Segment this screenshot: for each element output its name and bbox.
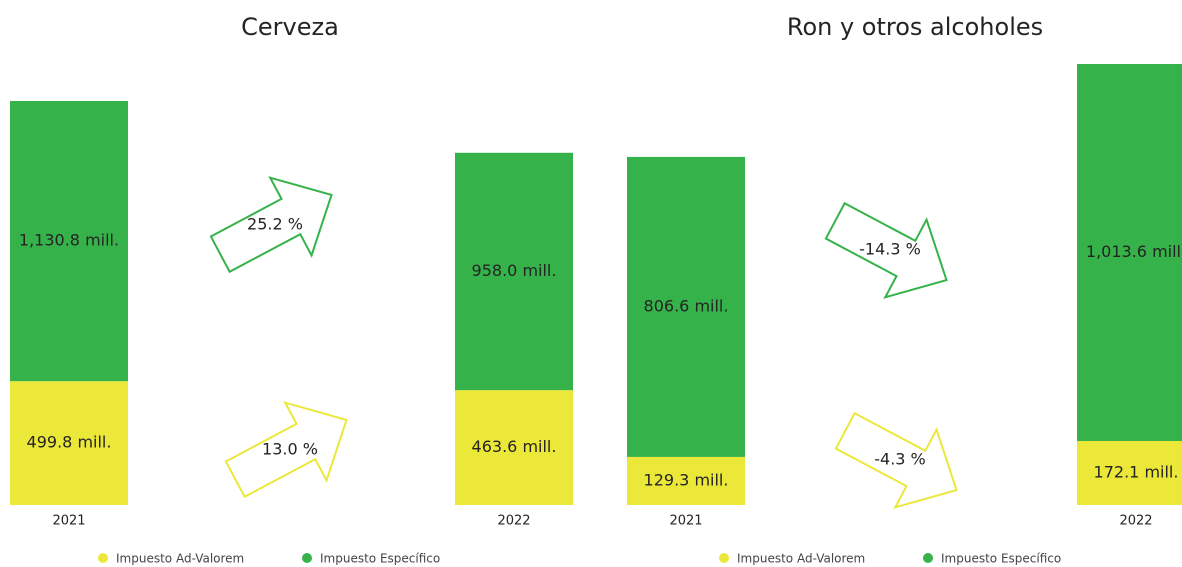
legend-label: Impuesto Ad-Valorem	[116, 552, 244, 566]
x-tick-label: 2021	[669, 514, 702, 529]
x-tick-label: 2022	[497, 514, 530, 529]
data-label: 463.6 mill.	[472, 437, 557, 456]
legend-label: Impuesto Ad-Valorem	[737, 552, 865, 566]
data-label: 958.0 mill.	[472, 261, 557, 280]
data-label: 1,130.8 mill.	[19, 231, 119, 250]
legend-marker	[302, 553, 312, 563]
data-label: 806.6 mill.	[644, 296, 729, 315]
change-label: 13.0 %	[262, 440, 318, 459]
chart-title: Cerveza	[241, 13, 339, 41]
bar-segment	[1077, 440, 1182, 505]
x-tick-label: 2021	[52, 514, 85, 529]
legend-marker	[923, 553, 933, 563]
change-label: -14.3 %	[859, 240, 921, 259]
bar-segment	[455, 152, 573, 391]
arrow	[824, 201, 948, 299]
bar-segment	[627, 456, 745, 505]
legend-marker	[719, 553, 729, 563]
arrow	[834, 411, 958, 509]
legend-label: Impuesto Específico	[320, 552, 440, 566]
chart-title: Ron y otros alcoholes	[787, 13, 1043, 41]
change-label: 25.2 %	[247, 215, 303, 234]
bar-segment	[627, 156, 745, 457]
change-label: -4.3 %	[874, 450, 926, 469]
arrow	[209, 176, 333, 274]
data-label: 172.1 mill.	[1094, 462, 1179, 481]
data-label: 1,013.6 mill.	[1086, 242, 1182, 261]
bar-segment	[1077, 64, 1182, 441]
data-label: 129.3 mill.	[644, 470, 729, 489]
bar-segment	[455, 390, 573, 505]
bar-segment	[10, 381, 128, 505]
bar-segment	[10, 101, 128, 382]
x-tick-label: 2022	[1119, 514, 1152, 529]
legend-label: Impuesto Específico	[941, 552, 1061, 566]
data-label: 499.8 mill.	[27, 433, 112, 452]
arrow	[224, 401, 348, 499]
legend-marker	[98, 553, 108, 563]
